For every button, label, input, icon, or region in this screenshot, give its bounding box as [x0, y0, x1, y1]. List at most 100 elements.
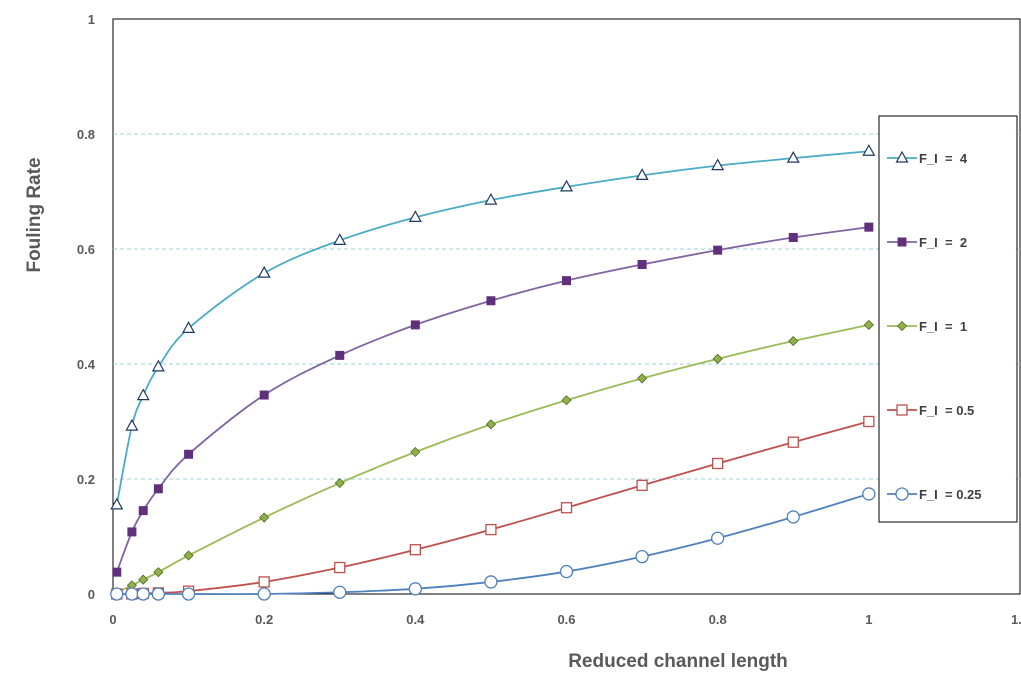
data-point	[864, 222, 874, 232]
x-tick-labels: 0 0.2 0.4 0.6 0.8 1 1.2	[109, 612, 1021, 627]
data-point	[486, 296, 496, 306]
legend-marker	[895, 487, 909, 501]
data-point	[110, 587, 124, 601]
data-point	[712, 353, 723, 364]
plot-area-border	[112, 18, 1021, 595]
data-point	[862, 487, 876, 501]
data-point	[485, 523, 497, 536]
data-point	[181, 587, 196, 601]
x-tick-label: 1	[865, 612, 872, 627]
legend-marker	[896, 404, 908, 416]
legend-box	[878, 115, 1018, 523]
series-line	[115, 226, 869, 573]
legend-entry: F_I = 4	[887, 150, 968, 166]
data-point	[333, 585, 347, 599]
data-point	[151, 587, 166, 601]
series-2	[112, 222, 874, 577]
legend-entry: F_I = 0.5	[887, 403, 974, 418]
data-point	[410, 320, 420, 330]
data-point	[125, 418, 139, 431]
data-point	[127, 527, 137, 537]
data-point	[112, 567, 122, 577]
data-point	[863, 415, 875, 428]
data-point	[183, 550, 194, 561]
data-point	[862, 144, 876, 156]
x-tick-label: 0.8	[709, 612, 727, 627]
data-point	[182, 321, 196, 333]
data-point	[136, 388, 150, 401]
y-axis-title: Fouling Rate	[24, 157, 45, 272]
data-point	[333, 233, 347, 245]
y-tick-label: 0.4	[77, 357, 96, 372]
x-tick-label: 0.4	[406, 612, 425, 627]
y-tick-label: 0	[88, 587, 95, 602]
data-point	[787, 436, 799, 448]
data-point	[259, 390, 269, 400]
series-3	[111, 319, 874, 598]
data-point	[138, 574, 149, 585]
data-point	[258, 576, 270, 588]
data-point	[409, 544, 421, 556]
data-point	[559, 564, 574, 579]
data-point	[334, 561, 346, 574]
data-point	[485, 419, 496, 430]
series-line	[116, 324, 870, 594]
data-point	[151, 359, 165, 372]
data-point	[561, 395, 572, 406]
x-tick-label: 0.2	[255, 612, 273, 627]
data-point	[788, 233, 798, 242]
data-point	[786, 150, 800, 163]
data-point	[334, 477, 345, 489]
data-point	[408, 210, 422, 222]
data-point	[257, 587, 271, 601]
legend-label: F_I = 0.5	[919, 403, 974, 418]
legend-entry: F_I = 1	[887, 319, 967, 334]
data-point	[335, 350, 345, 360]
legend-label: F_I = 1	[919, 319, 967, 334]
data-point	[711, 531, 725, 545]
legend-label: F_I = 0.25	[919, 487, 982, 502]
y-tick-label: 1	[88, 12, 95, 27]
series-group	[110, 144, 876, 601]
data-point	[257, 265, 271, 278]
data-point	[637, 373, 648, 384]
data-point	[636, 479, 648, 491]
data-point	[110, 497, 124, 510]
data-point	[635, 549, 649, 564]
legend-marker	[896, 320, 908, 332]
data-point	[153, 567, 164, 578]
x-tick-label: 1.2	[1011, 612, 1021, 627]
legend-marker	[895, 150, 909, 163]
data-point	[138, 506, 148, 516]
x-axis-title: Reduced channel length	[568, 651, 788, 672]
data-point	[136, 587, 150, 601]
data-point	[125, 587, 139, 601]
data-point	[788, 335, 799, 347]
series-1	[110, 144, 876, 510]
data-point	[184, 449, 194, 459]
data-point	[713, 245, 723, 255]
legend-entry: F_I = 2	[887, 235, 967, 250]
data-point	[635, 168, 649, 180]
y-tick-label: 0.2	[77, 472, 95, 487]
data-point	[711, 158, 725, 171]
data-point	[408, 582, 422, 596]
legend-entry: F_I = 0.25	[887, 487, 982, 502]
data-point	[410, 446, 421, 458]
data-point	[484, 575, 498, 589]
data-point	[786, 510, 800, 524]
legend-label: F_I = 2	[919, 235, 967, 250]
legend: F_I = 4 F_I = 2 F_I = 1 F_I = 0.5 F_I = 0.25	[878, 115, 1018, 523]
data-point	[153, 484, 163, 494]
legend-label: F_I = 4	[919, 151, 968, 166]
data-point	[562, 276, 571, 286]
data-point	[712, 457, 724, 470]
series-line	[115, 150, 869, 506]
y-tick-labels: 0 0.2 0.4 0.6 0.8 1	[77, 12, 96, 602]
x-tick-label: 0.6	[557, 612, 575, 627]
y-tick-label: 0.8	[77, 127, 95, 142]
x-tick-label: 0	[109, 612, 116, 627]
series-5	[110, 487, 876, 601]
